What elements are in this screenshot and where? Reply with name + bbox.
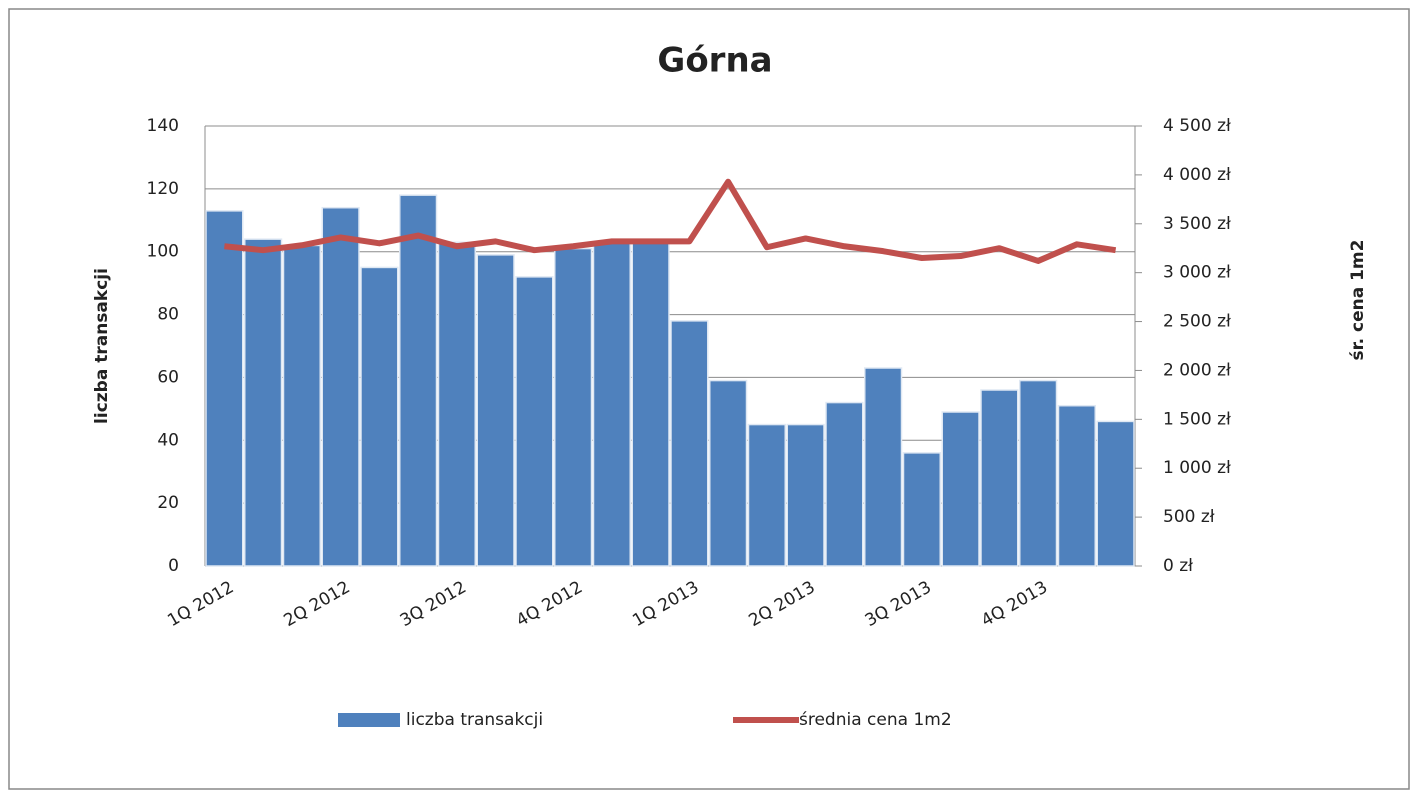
bar	[670, 320, 709, 567]
y-tick-label: 0	[168, 556, 179, 576]
y-tick-label: 60	[157, 367, 179, 387]
bar	[709, 379, 748, 567]
bar	[1096, 420, 1135, 567]
bar	[786, 423, 825, 567]
bar	[244, 238, 283, 567]
bar	[515, 276, 554, 567]
legend-label: średnia cena 1m2	[799, 710, 952, 730]
bar	[825, 401, 864, 567]
legend-label: liczba transakcji	[406, 710, 543, 730]
y-tick-label: 120	[147, 179, 179, 199]
y2-tick-label: 4 000 zł	[1163, 165, 1231, 185]
bar	[476, 254, 515, 567]
y-tick-label: 140	[147, 116, 179, 136]
bar	[321, 206, 360, 567]
y-tick-label: 100	[147, 242, 179, 262]
bar	[592, 241, 631, 567]
y2-tick-label: 2 000 zł	[1163, 360, 1231, 380]
y-tick-label: 80	[157, 305, 179, 325]
y2-tick-label: 1 500 zł	[1163, 409, 1231, 429]
y-axis-title: liczba transakcji	[92, 268, 112, 424]
y-tick-label: 20	[157, 493, 179, 513]
y2-axis-title: śr. cena 1m2	[1348, 240, 1368, 361]
y-tick-label: 40	[157, 430, 179, 450]
bar	[360, 266, 399, 567]
line	[224, 178, 1117, 264]
bar	[631, 241, 670, 567]
bar	[205, 210, 244, 567]
bar	[554, 247, 593, 567]
legend-swatch	[338, 713, 400, 727]
bar	[747, 423, 786, 567]
bar	[941, 411, 980, 567]
bar	[980, 389, 1019, 567]
y2-tick-label: 0 zł	[1163, 556, 1193, 576]
y2-tick-label: 3 000 zł	[1163, 263, 1231, 283]
y2-tick-label: 4 500 zł	[1163, 116, 1231, 136]
y2-tick-label: 1 000 zł	[1163, 458, 1231, 478]
chart-title: Górna	[657, 41, 772, 81]
bar	[864, 367, 903, 567]
bar	[399, 194, 438, 567]
y2-tick-label: 500 zł	[1163, 507, 1215, 527]
bar	[282, 244, 321, 567]
y2-tick-label: 2 500 zł	[1163, 312, 1231, 332]
bar	[437, 241, 476, 567]
bar	[1019, 379, 1058, 567]
y2-tick-label: 3 500 zł	[1163, 214, 1231, 234]
bar	[902, 452, 941, 567]
bar	[1057, 404, 1096, 567]
